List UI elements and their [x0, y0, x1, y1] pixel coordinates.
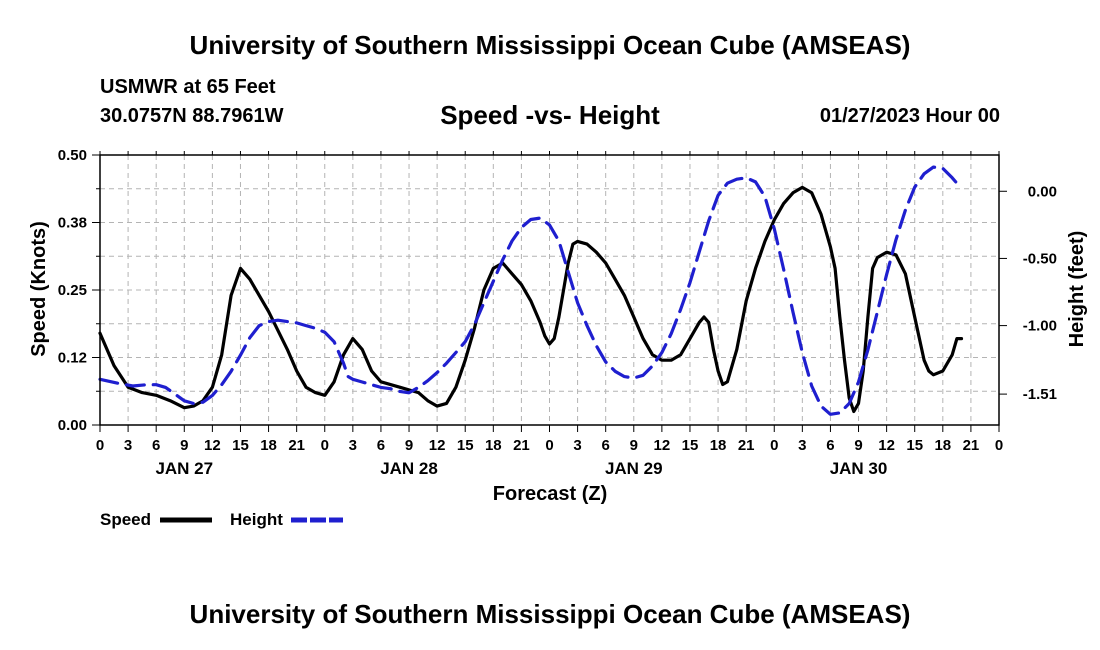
x-tick-label: 18: [485, 437, 502, 454]
day-label: JAN 28: [380, 459, 438, 478]
y-axis-left-label: Speed (Knots): [28, 221, 50, 357]
y-left-tick-label: 0.50: [58, 147, 87, 164]
day-label: JAN 30: [830, 459, 888, 478]
day-label: JAN 27: [155, 459, 213, 478]
station-label: USMWR at 65 Feet: [100, 76, 276, 98]
main-title: University of Southern Mississippi Ocean…: [189, 30, 911, 60]
x-tick-label: 6: [377, 437, 385, 454]
x-tick-label: 21: [738, 437, 755, 454]
speed-series-line: [98, 185, 964, 414]
x-tick-label: 0: [770, 437, 778, 454]
x-tick-label: 18: [260, 437, 277, 454]
x-tick-label: 9: [405, 437, 413, 454]
legend: Speed Height: [100, 510, 343, 529]
y-right-tick-label: -0.50: [1023, 250, 1057, 267]
x-tick-label: 6: [826, 437, 834, 454]
coordinates-label: 30.0757N 88.7961W: [100, 105, 284, 127]
y-left-tick-label: 0.25: [58, 282, 87, 299]
x-tick-label: 12: [654, 437, 671, 454]
x-tick-label: 15: [232, 437, 249, 454]
x-axis-label: Forecast (Z): [493, 483, 607, 505]
x-tick-label: 21: [513, 437, 530, 454]
grid: [100, 155, 999, 425]
legend-speed-label: Speed: [100, 510, 151, 529]
x-tick-label: 9: [854, 437, 862, 454]
y-left-tick-label: 0.38: [58, 215, 87, 232]
x-tick-label: 18: [710, 437, 727, 454]
x-tick-label: 18: [934, 437, 951, 454]
forecast-datetime: 01/27/2023 Hour 00: [819, 105, 1000, 127]
chart-title: Speed -vs- Height: [440, 100, 660, 130]
x-tick-label: 0: [96, 437, 104, 454]
y-right-tick-label: -1.00: [1023, 318, 1057, 335]
axes: 0 3 6 9 12 15 18 21 0 3 6 9 12 15 18 21 0 3 6 9 12 15 18 21 0 3 6 9…: [58, 147, 1057, 478]
y-left-tick-label: 0.00: [58, 417, 87, 434]
height-series-line: [98, 165, 964, 416]
y-left-tick-label: 0.12: [58, 350, 87, 367]
y-right-tick-label: -1.51: [1023, 386, 1057, 403]
x-tick-label: 0: [545, 437, 553, 454]
x-tick-label: 6: [602, 437, 610, 454]
y-right-tick-label: 0.00: [1028, 183, 1057, 200]
x-tick-label: 3: [124, 437, 132, 454]
day-label: JAN 29: [605, 459, 663, 478]
x-tick-label: 3: [349, 437, 357, 454]
x-tick-label: 15: [682, 437, 699, 454]
x-tick-label: 21: [288, 437, 305, 454]
x-tick-label: 0: [321, 437, 329, 454]
x-tick-label: 21: [963, 437, 980, 454]
x-tick-label: 12: [204, 437, 221, 454]
x-tick-label: 3: [573, 437, 581, 454]
bottom-title: University of Southern Mississippi Ocean…: [189, 599, 911, 629]
x-tick-label: 12: [429, 437, 446, 454]
x-tick-label: 15: [457, 437, 474, 454]
x-tick-label: 9: [630, 437, 638, 454]
legend-height-label: Height: [230, 510, 283, 529]
x-tick-label: 0: [995, 437, 1003, 454]
series: [98, 165, 964, 416]
x-tick-label: 9: [180, 437, 188, 454]
x-tick-label: 15: [906, 437, 923, 454]
x-tick-label: 3: [798, 437, 806, 454]
x-tick-label: 6: [152, 437, 160, 454]
y-axis-right-label: Height (feet): [1066, 231, 1088, 348]
x-tick-label: 12: [878, 437, 895, 454]
